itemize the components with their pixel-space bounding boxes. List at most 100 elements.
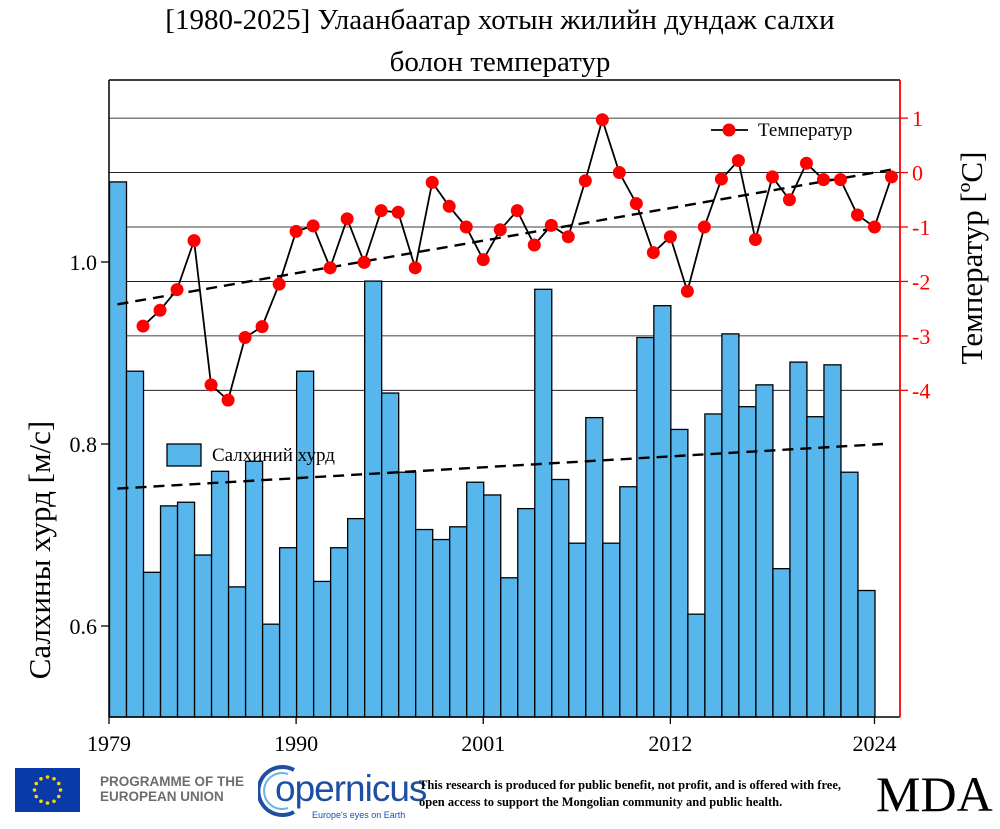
- wind-bar: [415, 528, 434, 718]
- wind-bar: [432, 538, 451, 718]
- right-tick-label: -2: [912, 269, 930, 294]
- temperature-point: [510, 204, 524, 218]
- x-tick-label: 2001: [461, 731, 505, 756]
- temperature-point: [323, 261, 337, 275]
- eu-star: [58, 788, 63, 792]
- temperature-point: [340, 212, 354, 226]
- wind-bar: [755, 384, 774, 718]
- temperature-point: [816, 173, 830, 187]
- wind-bar: [500, 577, 519, 718]
- temperature-point: [289, 224, 303, 238]
- temperature-point: [629, 197, 643, 211]
- temperature-point: [833, 173, 847, 187]
- wind-legend-label: Салхиний хурд: [212, 445, 335, 466]
- wind-bar: [176, 501, 196, 718]
- wind-bar: [261, 623, 281, 718]
- right-tick-label: -1: [912, 215, 930, 240]
- eu-star: [34, 781, 39, 786]
- disclaimer: This research is produced for public ben…: [419, 777, 889, 811]
- temperature-point: [765, 170, 779, 184]
- temperature-point: [425, 175, 439, 189]
- wind-bar: [347, 517, 366, 718]
- wind-bar: [517, 507, 536, 718]
- temperature-point: [782, 193, 796, 207]
- temperature-point: [663, 230, 677, 244]
- wind-bar: [244, 460, 264, 718]
- wind-bar: [534, 288, 553, 718]
- wind-bar: [585, 416, 604, 718]
- left-tick-label: 1.0: [70, 250, 98, 275]
- temperature-point: [578, 174, 592, 188]
- disclaimer-line-2: open access to support the Mongolian com…: [419, 795, 783, 809]
- wind-bar: [398, 471, 417, 718]
- temperature-line: [142, 116, 893, 402]
- x-tick-label: 2012: [648, 731, 692, 756]
- eu-flag-icon: [15, 768, 80, 812]
- wind-bar: [329, 547, 349, 718]
- temperature-point: [136, 319, 150, 333]
- temperature-point: [731, 154, 745, 168]
- temperature-point: [408, 261, 422, 275]
- wind-trend-line: [117, 442, 884, 490]
- left-tick-label: 0.6: [70, 614, 98, 639]
- copernicus-wordmark: opernicus: [275, 768, 427, 809]
- eu-star: [39, 776, 43, 781]
- eu-star: [56, 781, 61, 786]
- left-tick-label: 0.8: [70, 432, 98, 457]
- temperature-point: [799, 156, 813, 170]
- wind-bar: [125, 370, 145, 718]
- chart-title-line-1: [1980-2025] Улаанбаатар хотын жилийн дун…: [165, 4, 835, 36]
- eu-star: [56, 794, 61, 799]
- wind-bar: [466, 481, 485, 718]
- temperature-point: [680, 284, 694, 298]
- eu-star: [45, 801, 50, 805]
- wind-axis-label: Салхины хурд [м/с]: [22, 421, 57, 680]
- wind-bar: [210, 470, 230, 718]
- wind-bar: [108, 181, 128, 718]
- temperature-point: [646, 246, 660, 260]
- temperature-point: [187, 234, 201, 248]
- temperature-point: [714, 172, 728, 186]
- temperature-point: [748, 233, 762, 247]
- x-tick-label: 1990: [274, 731, 318, 756]
- temperature-axis-label: Температур [ºC]: [954, 152, 989, 365]
- wind-bar: [857, 589, 876, 718]
- wind-bar: [142, 571, 162, 718]
- temperature-point: [255, 320, 269, 334]
- temperature-point: [476, 253, 490, 267]
- wind-bar: [636, 336, 655, 718]
- temperature-point: [170, 283, 184, 297]
- right-tick-label: 0: [912, 161, 923, 186]
- programme-line-1: PROGRAMME OF THE: [100, 774, 244, 789]
- eu-star: [52, 799, 56, 804]
- wind-bar: [653, 305, 672, 718]
- wind-bar: [789, 361, 808, 718]
- wind-bar: [449, 526, 468, 718]
- wind-bar: [840, 471, 859, 718]
- wind-bar: [806, 416, 825, 718]
- x-tick-label: 2024: [852, 731, 896, 756]
- temperature-legend-marker: [722, 123, 736, 137]
- temperature-point: [612, 166, 626, 180]
- chart-title-line-2: болон температур: [389, 46, 611, 78]
- temperature-point: [544, 218, 558, 232]
- wind-bar: [364, 280, 383, 718]
- temperature-point: [153, 303, 167, 317]
- wind-bar: [568, 542, 587, 718]
- disclaimer-line-1: This research is produced for public ben…: [419, 778, 841, 792]
- temperature-point: [357, 255, 371, 269]
- right-tick-label: -3: [912, 324, 930, 349]
- temperature-point: [272, 277, 286, 291]
- wind-bar: [704, 413, 723, 718]
- wind-bar: [159, 505, 179, 718]
- temperature-point: [595, 113, 609, 127]
- temperature-trend-line: [117, 167, 897, 306]
- temperature-point: [850, 208, 864, 222]
- temperature-point: [204, 378, 218, 392]
- eu-star: [52, 776, 56, 781]
- temperature-point: [221, 393, 235, 407]
- eu-star: [34, 794, 39, 799]
- wind-bar: [721, 333, 740, 718]
- wind-bar: [619, 486, 638, 718]
- eu-star: [45, 775, 50, 779]
